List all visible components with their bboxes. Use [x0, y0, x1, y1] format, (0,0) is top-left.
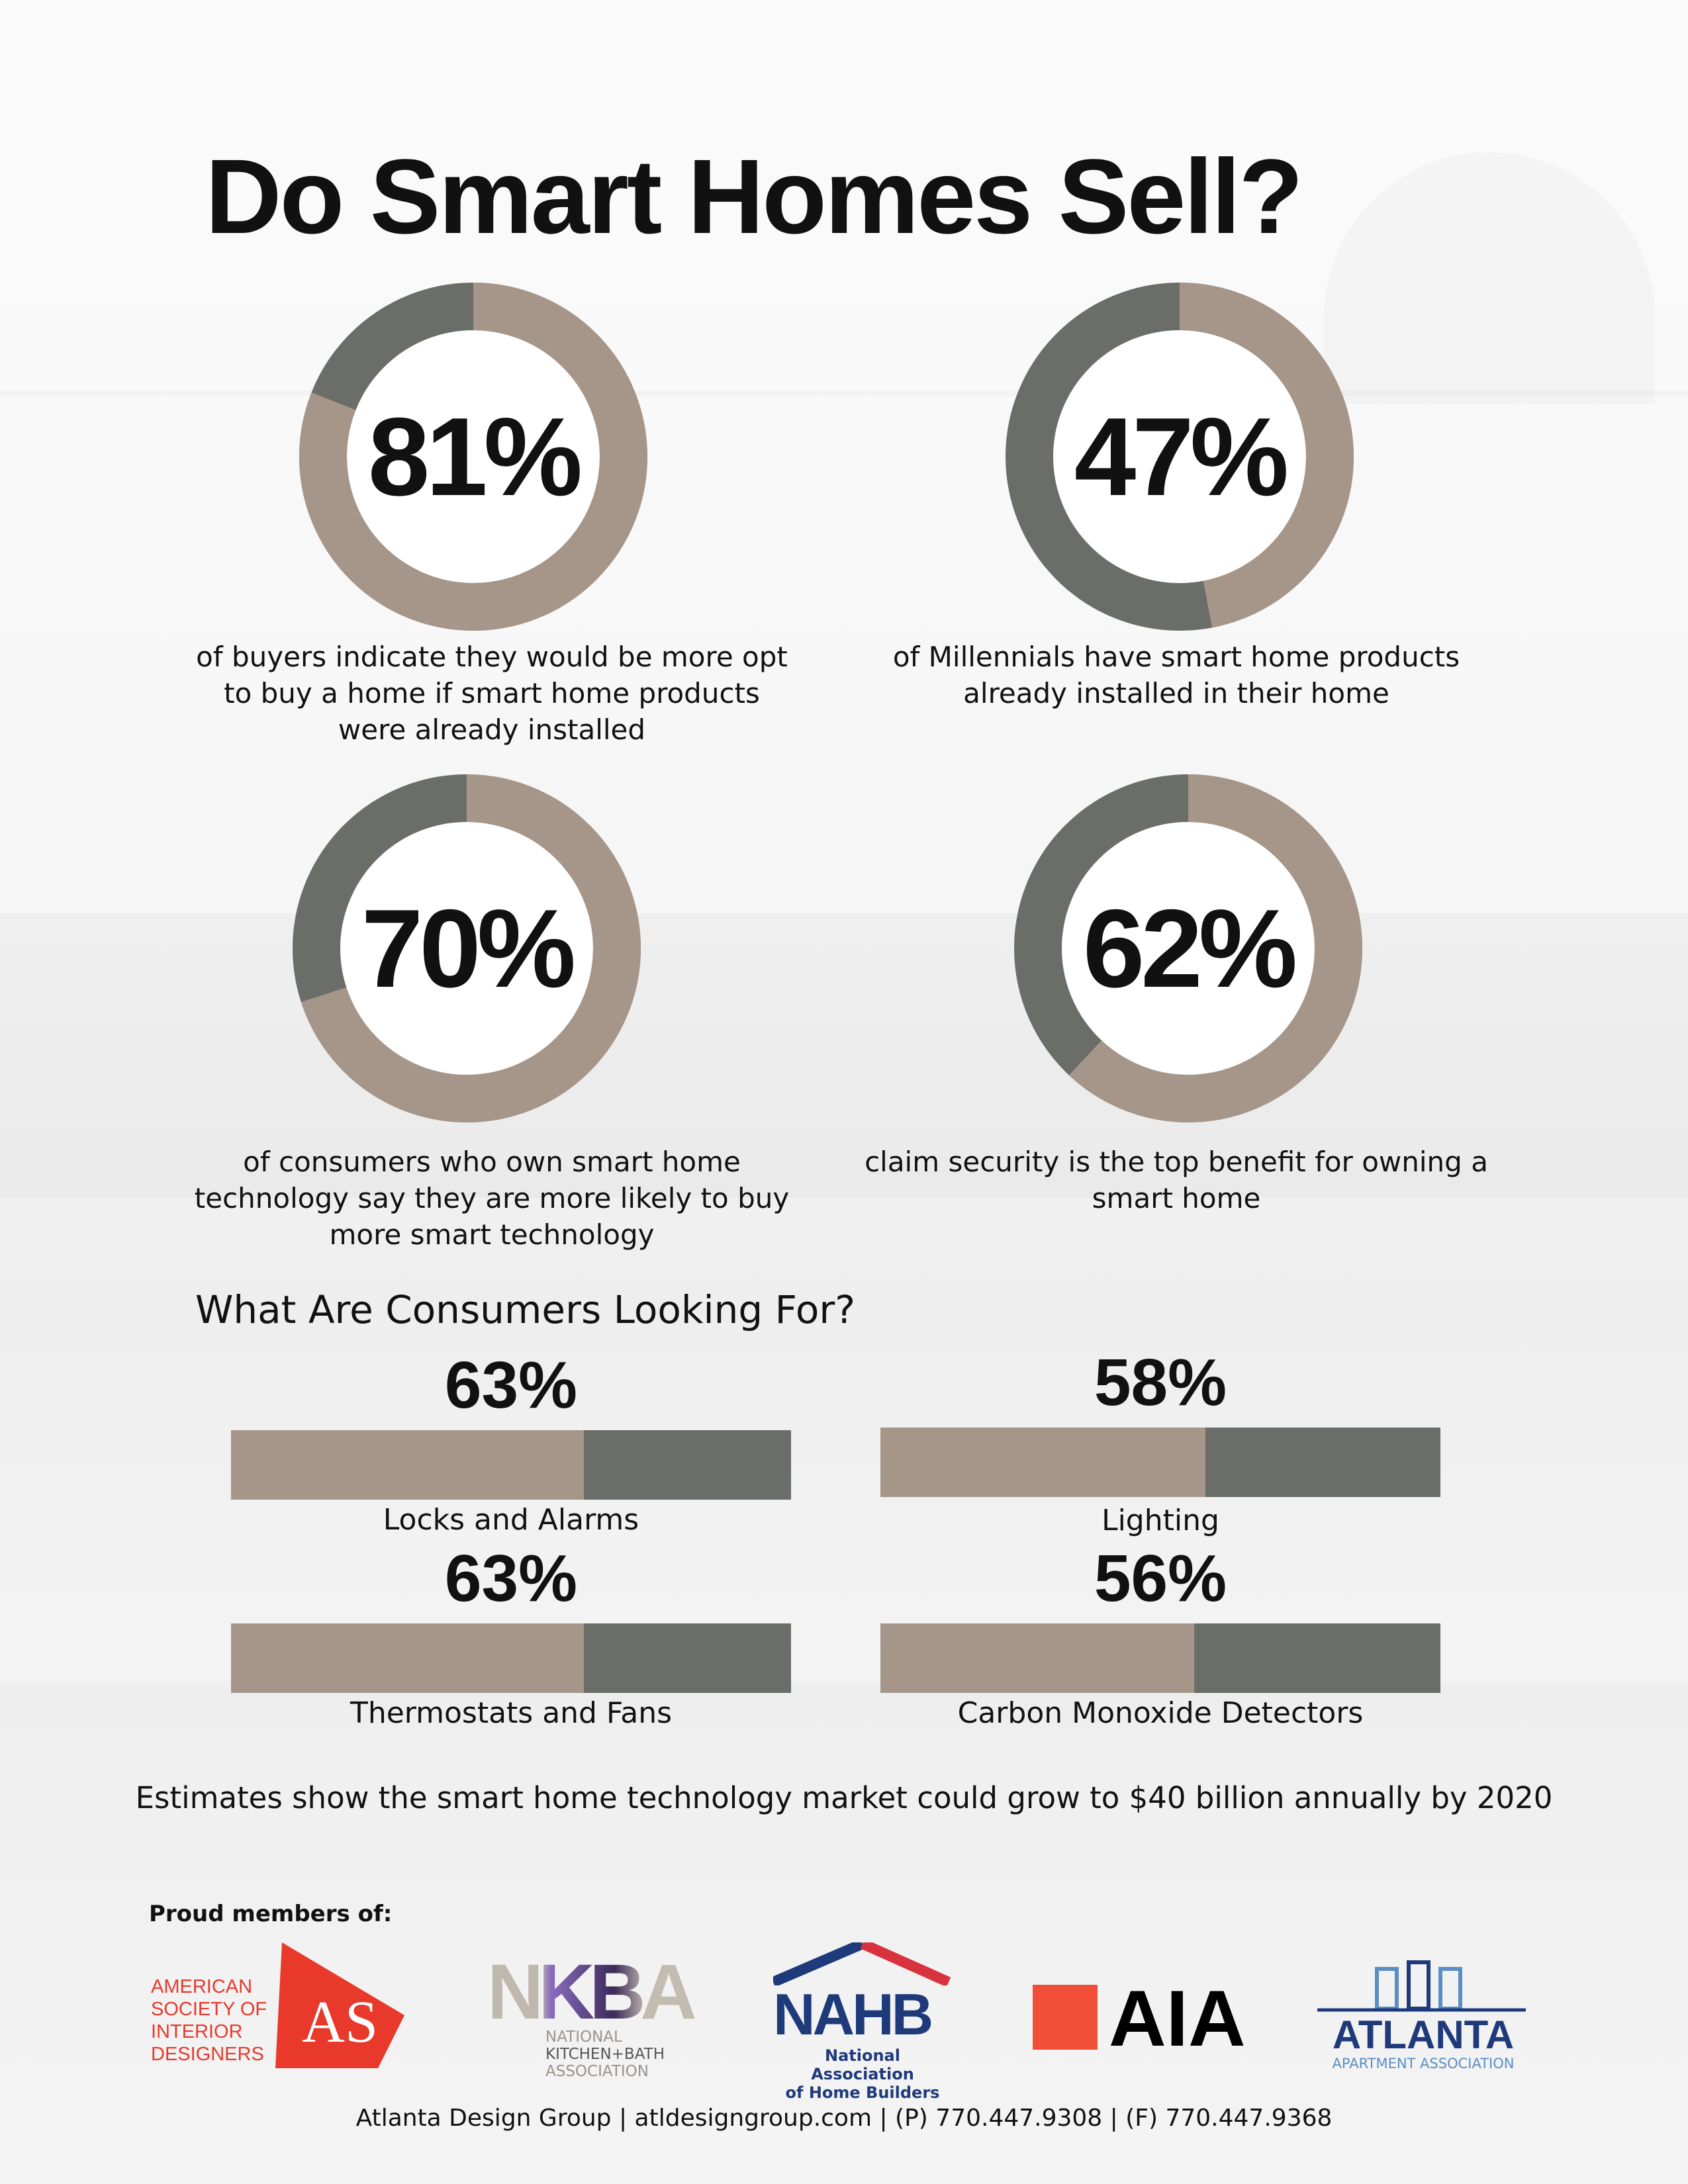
bar-track — [880, 1428, 1440, 1497]
logo-text: NATIONAL — [545, 2028, 622, 2046]
bar-label: Thermostats and Fans — [350, 1696, 673, 1730]
bar-percent: 63% — [444, 1348, 578, 1422]
bar-track — [880, 1623, 1440, 1693]
stat-caption: of Millennials have smart home products … — [845, 639, 1507, 711]
stat-caption: claim security is the top benefit for ow… — [845, 1144, 1507, 1216]
caption-line: to buy a home if smart home products — [224, 677, 760, 709]
stat-percent: 81% — [367, 394, 583, 519]
donut-chart: 81% — [288, 271, 659, 642]
caption-line: were already installed — [338, 713, 646, 746]
members-label: Proud members of: — [149, 1901, 393, 1927]
donut-chart: 62% — [1003, 763, 1374, 1134]
caption-line: of Millennials have smart home products — [892, 641, 1460, 673]
bar-percent: 63% — [444, 1541, 578, 1615]
caption-line: claim security is the top benefit for ow… — [865, 1146, 1488, 1178]
stat-caption: of consumers who own smart home technolo… — [161, 1144, 823, 1253]
caption-line: smart home — [1092, 1182, 1261, 1214]
nkba-logo: NKBA NATIONAL KITCHEN+BATH ASSOCIATION — [487, 1953, 699, 2088]
bar-fill — [231, 1430, 584, 1500]
caption-line: technology say they are more likely to b… — [194, 1182, 790, 1214]
logo-text: NKBA — [487, 1953, 699, 2031]
stat-percent: 62% — [1082, 886, 1297, 1011]
background-lamp — [1324, 152, 1655, 404]
logo-text: DESIGNERS — [151, 2044, 264, 2065]
donut-value-arc — [293, 774, 641, 1122]
nahb-logo: NAHB National Association of Home Builde… — [771, 1938, 965, 2102]
donut-value-arc — [1014, 774, 1362, 1122]
market-statement: Estimates show the smart home technology… — [135, 1780, 1553, 1815]
caption-line: of buyers indicate they would be more op… — [196, 641, 788, 673]
asid-logo: AMERICAN SOCIETY OF INTERIOR DESIGNERS A… — [151, 1942, 409, 2071]
logo-text: KITCHEN+BATH — [545, 2046, 665, 2063]
logo-text: INTERIOR — [151, 2021, 243, 2042]
asid-mark-icon: AS — [275, 1942, 404, 2068]
caption-line: already installed in their home — [963, 677, 1389, 709]
bar-label: Lighting — [1102, 1504, 1219, 1537]
donut-chart: 47% — [994, 271, 1365, 642]
logo-text: AIA — [1109, 1974, 1246, 2063]
logo-text: AMERICAN — [151, 1976, 253, 1997]
logo-text: SOCIETY OF — [151, 1999, 267, 2020]
stat-caption: of buyers indicate they would be more op… — [161, 639, 823, 748]
logo-text: APARTMENT ASSOCIATION — [1332, 2056, 1515, 2071]
roof-icon — [771, 1938, 951, 1987]
caption-line: of consumers who own smart home — [243, 1146, 741, 1178]
section-subtitle: What Are Consumers Looking For? — [195, 1287, 855, 1332]
bar-percent: 58% — [1094, 1345, 1227, 1420]
bar-fill — [880, 1623, 1194, 1693]
aia-logo: AIA — [1033, 1974, 1258, 2063]
logo-text: ASSOCIATION — [545, 2063, 649, 2080]
donut-value-arc — [299, 283, 647, 631]
bar-label: Carbon Monoxide Detectors — [957, 1696, 1364, 1730]
stat-percent: 47% — [1074, 394, 1289, 519]
logo-text: National Association — [811, 2046, 914, 2083]
bar-fill — [880, 1428, 1205, 1497]
atlanta-apartment-association-logo: ATLANTA APARTMENT ASSOCIATION — [1317, 1959, 1536, 2078]
bar-label: Locks and Alarms — [383, 1503, 639, 1537]
aia-eagle-icon — [1033, 1985, 1098, 2050]
svg-text:AS: AS — [302, 1989, 378, 2055]
logo-text: of Home Builders — [785, 2083, 940, 2102]
bar-percent: 56% — [1094, 1541, 1227, 1615]
donut-chart: 70% — [281, 763, 652, 1134]
logo-text: ATLANTA — [1332, 2013, 1515, 2057]
page-title: Do Smart Homes Sell? — [205, 137, 1303, 255]
footer-contact: Atlanta Design Group | atldesigngroup.co… — [355, 2105, 1333, 2132]
bar-track — [231, 1623, 791, 1693]
stat-percent: 70% — [361, 886, 576, 1011]
caption-line: more smart technology — [329, 1218, 655, 1251]
donut-value-arc — [1006, 283, 1354, 631]
logo-text: NAHB — [773, 1981, 933, 2047]
bar-fill — [231, 1623, 584, 1693]
buildings-icon — [1317, 1960, 1526, 2012]
bar-track — [231, 1430, 791, 1500]
